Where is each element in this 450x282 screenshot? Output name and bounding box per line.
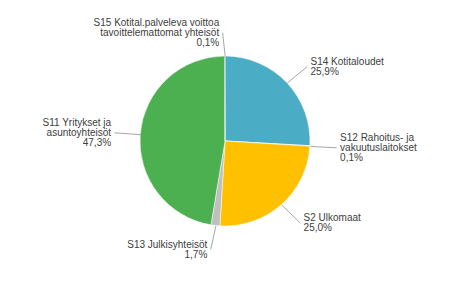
svg-text:S11 Yritykset jaasuntoyhteisöt: S11 Yritykset jaasuntoyhteisöt47,3%	[43, 117, 112, 148]
svg-text:S14 Kotitaloudet25,9%: S14 Kotitaloudet25,9%	[310, 56, 384, 77]
svg-text:S15 Kotital.palveleva voittoat: S15 Kotital.palveleva voittoatavoittelem…	[94, 17, 220, 48]
svg-text:S2 Ulkomaat25,0%: S2 Ulkomaat25,0%	[304, 212, 361, 233]
svg-text:S13 Julkisyhteisöt1,7%: S13 Julkisyhteisöt1,7%	[127, 239, 207, 260]
svg-text:S12 Rahoitus- javakuutuslaitok: S12 Rahoitus- javakuutuslaitokset0,1%	[340, 132, 417, 163]
